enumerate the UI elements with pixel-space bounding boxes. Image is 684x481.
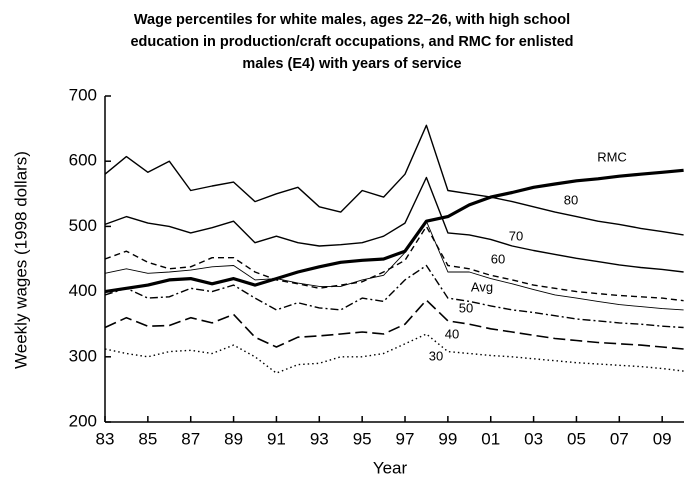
series-line xyxy=(104,264,684,329)
y-tick-label: 400 xyxy=(69,281,97,300)
series-line xyxy=(104,225,684,302)
y-tick-label: 200 xyxy=(69,411,97,430)
y-tick-label: 600 xyxy=(69,151,97,170)
series-label: 30 xyxy=(429,348,443,363)
title-line: males (E4) with years of service xyxy=(242,56,461,72)
x-tick-label: 89 xyxy=(224,429,243,448)
series-label: RMC xyxy=(597,149,627,164)
x-axis-label: Year xyxy=(373,458,408,477)
x-tick-label: 07 xyxy=(610,429,629,448)
x-tick-label: 01 xyxy=(481,429,500,448)
series-label: 60 xyxy=(491,251,505,266)
series-label: 40 xyxy=(445,326,459,341)
series-label: 80 xyxy=(564,192,578,207)
series-line xyxy=(104,299,684,350)
y-tick-label: 500 xyxy=(69,216,97,235)
x-tick-label: 99 xyxy=(438,429,457,448)
series-line xyxy=(104,168,684,294)
x-tick-label: 91 xyxy=(267,429,286,448)
x-tick-label: 09 xyxy=(653,429,672,448)
x-tick-label: 83 xyxy=(96,429,115,448)
series-line xyxy=(104,333,684,374)
x-tick-label: 05 xyxy=(567,429,586,448)
y-tick-label: 700 xyxy=(69,85,97,104)
series-line xyxy=(104,176,684,273)
title-line: education in production/craft occupation… xyxy=(130,34,573,50)
series-label: Avg xyxy=(471,279,493,294)
x-tick-label: 95 xyxy=(353,429,372,448)
series-label: 70 xyxy=(509,228,523,243)
y-tick-label: 300 xyxy=(69,346,97,365)
x-tick-label: 97 xyxy=(396,429,415,448)
x-tick-label: 85 xyxy=(138,429,157,448)
x-tick-label: 93 xyxy=(310,429,329,448)
series-label: 50 xyxy=(459,300,473,315)
x-tick-label: 03 xyxy=(524,429,543,448)
series-line xyxy=(104,124,684,236)
title-line: Wage percentiles for white males, ages 2… xyxy=(134,12,570,28)
x-tick-label: 87 xyxy=(181,429,200,448)
y-axis-label: Weekly wages (1998 dollars) xyxy=(11,151,30,369)
series-line xyxy=(104,220,684,311)
